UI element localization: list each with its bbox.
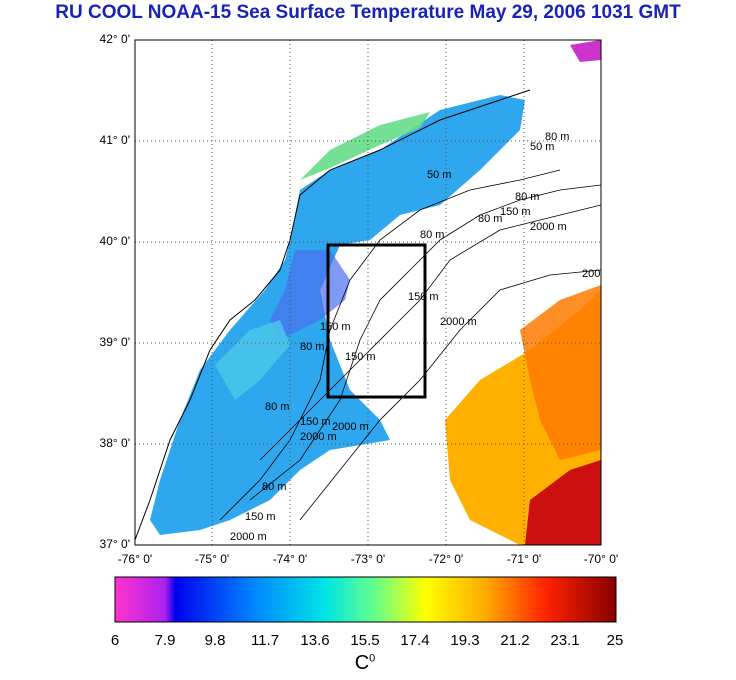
- colorbar-label: 7.9: [154, 632, 176, 649]
- contour-label: 2000 m: [300, 431, 337, 443]
- contour-label: 80 m: [300, 341, 324, 353]
- lon-label: -70° 0': [583, 552, 619, 566]
- lat-label: 38° 0': [99, 436, 130, 450]
- lon-label: -71° 0': [506, 552, 542, 566]
- lat-label: 39° 0': [99, 335, 130, 349]
- contour-labels: 50 m 50 m 80 m 80 m 150 m 80 m 2000 m 15…: [230, 131, 600, 543]
- colorbar-label: 21.2: [500, 632, 530, 649]
- contour-label: 2000 m: [440, 316, 477, 328]
- map-frame: [134, 39, 602, 546]
- lat-label: 37° 0': [99, 537, 130, 551]
- lat-label: 40° 0': [99, 234, 130, 248]
- lon-label: -74° 0': [272, 552, 308, 566]
- shoreline: [135, 89, 531, 541]
- contour-label: 80 m: [545, 131, 569, 143]
- colorbar-label: 13.6: [300, 632, 330, 649]
- contour-label: 80 m: [515, 191, 539, 203]
- contour-label: 2000 m: [230, 531, 267, 543]
- lat-label: 41° 0': [99, 133, 130, 147]
- sst-long-island-sound: [300, 112, 430, 180]
- contour-label: 150 m: [245, 511, 276, 523]
- contour-label: 150 m: [320, 321, 351, 333]
- lon-label: -76° 0': [117, 552, 153, 566]
- colorbar-label: 25: [606, 632, 624, 649]
- colorbar-label: 19.3: [450, 632, 480, 649]
- page-title: RU COOL NOAA-15 Sea Surface Temperature …: [55, 2, 681, 23]
- colorbar-label: 17.4: [400, 632, 430, 649]
- contour-label: 80 m: [420, 229, 444, 241]
- sst-shelf-water: [150, 95, 525, 535]
- contour-label: 80 m: [262, 481, 286, 493]
- colorbar: [114, 576, 617, 623]
- colorbar-unit: C0: [354, 652, 376, 674]
- contour-label: 2000 m: [530, 221, 567, 233]
- contour-label: 150 m: [408, 291, 439, 303]
- contour-label: 150 m: [300, 416, 331, 428]
- colorbar-label: 9.8: [204, 632, 226, 649]
- lon-label: -75° 0': [194, 552, 230, 566]
- bathymetry-contours: [219, 169, 601, 521]
- contour-label: 200: [582, 268, 600, 280]
- contour-label: 80 m: [478, 213, 502, 225]
- contour-label: 150 m: [500, 206, 531, 218]
- lon-label: -73° 0': [350, 552, 386, 566]
- contour-label: 50 m: [427, 169, 451, 181]
- sst-inner-shelf: [215, 320, 290, 400]
- sst-gulf-stream: [525, 460, 601, 545]
- sst-cold-patch: [570, 40, 601, 62]
- study-area-box: [326, 243, 427, 399]
- colorbar-label: 6: [110, 632, 120, 649]
- colorbar-label: 15.5: [350, 632, 380, 649]
- contour-label: 150 m: [345, 351, 376, 363]
- sst-warmer-water: [520, 285, 601, 460]
- colorbar-label: 11.7: [250, 632, 280, 649]
- colorbar-label: 23.1: [550, 632, 580, 649]
- contour-label: 2000 m: [332, 421, 369, 433]
- contour-label: 80 m: [265, 401, 289, 413]
- contour-label: 50 m: [530, 141, 554, 153]
- lon-label: -72° 0': [428, 552, 464, 566]
- grid-lines: [135, 40, 601, 545]
- lat-label: 42° 0': [99, 32, 130, 46]
